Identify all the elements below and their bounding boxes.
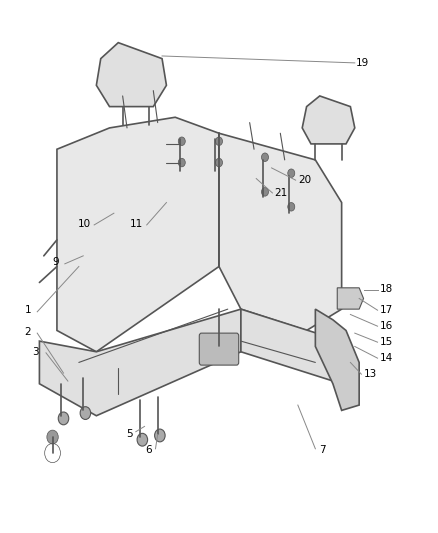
Polygon shape (315, 309, 359, 410)
FancyBboxPatch shape (199, 333, 239, 365)
Text: 6: 6 (145, 446, 152, 455)
Text: 14: 14 (380, 353, 393, 363)
Text: 10: 10 (78, 219, 91, 229)
Circle shape (178, 158, 185, 167)
Polygon shape (57, 117, 219, 352)
Circle shape (261, 188, 268, 196)
Text: 21: 21 (275, 188, 288, 198)
Circle shape (288, 169, 295, 177)
Circle shape (215, 158, 223, 167)
Polygon shape (39, 309, 241, 416)
Circle shape (58, 412, 69, 425)
Circle shape (137, 433, 148, 446)
Circle shape (288, 203, 295, 211)
Text: 9: 9 (53, 257, 60, 267)
Text: 18: 18 (380, 285, 393, 294)
Text: 7: 7 (318, 446, 325, 455)
Circle shape (178, 137, 185, 146)
Polygon shape (241, 309, 342, 384)
Text: 19: 19 (356, 58, 369, 68)
Polygon shape (96, 43, 166, 107)
Text: 1: 1 (25, 305, 32, 315)
Polygon shape (337, 288, 364, 309)
Text: 20: 20 (298, 175, 311, 185)
Text: 2: 2 (24, 327, 31, 336)
Text: 17: 17 (380, 305, 393, 315)
Text: 11: 11 (130, 219, 143, 229)
Text: 16: 16 (380, 321, 393, 331)
Circle shape (261, 153, 268, 161)
Text: 15: 15 (380, 337, 393, 347)
Text: 3: 3 (32, 347, 39, 357)
Polygon shape (219, 133, 342, 330)
Polygon shape (302, 96, 355, 144)
Text: 5: 5 (126, 429, 133, 439)
Circle shape (47, 430, 58, 444)
Circle shape (215, 137, 223, 146)
Circle shape (80, 407, 91, 419)
Circle shape (155, 429, 165, 442)
Text: 13: 13 (364, 369, 377, 379)
